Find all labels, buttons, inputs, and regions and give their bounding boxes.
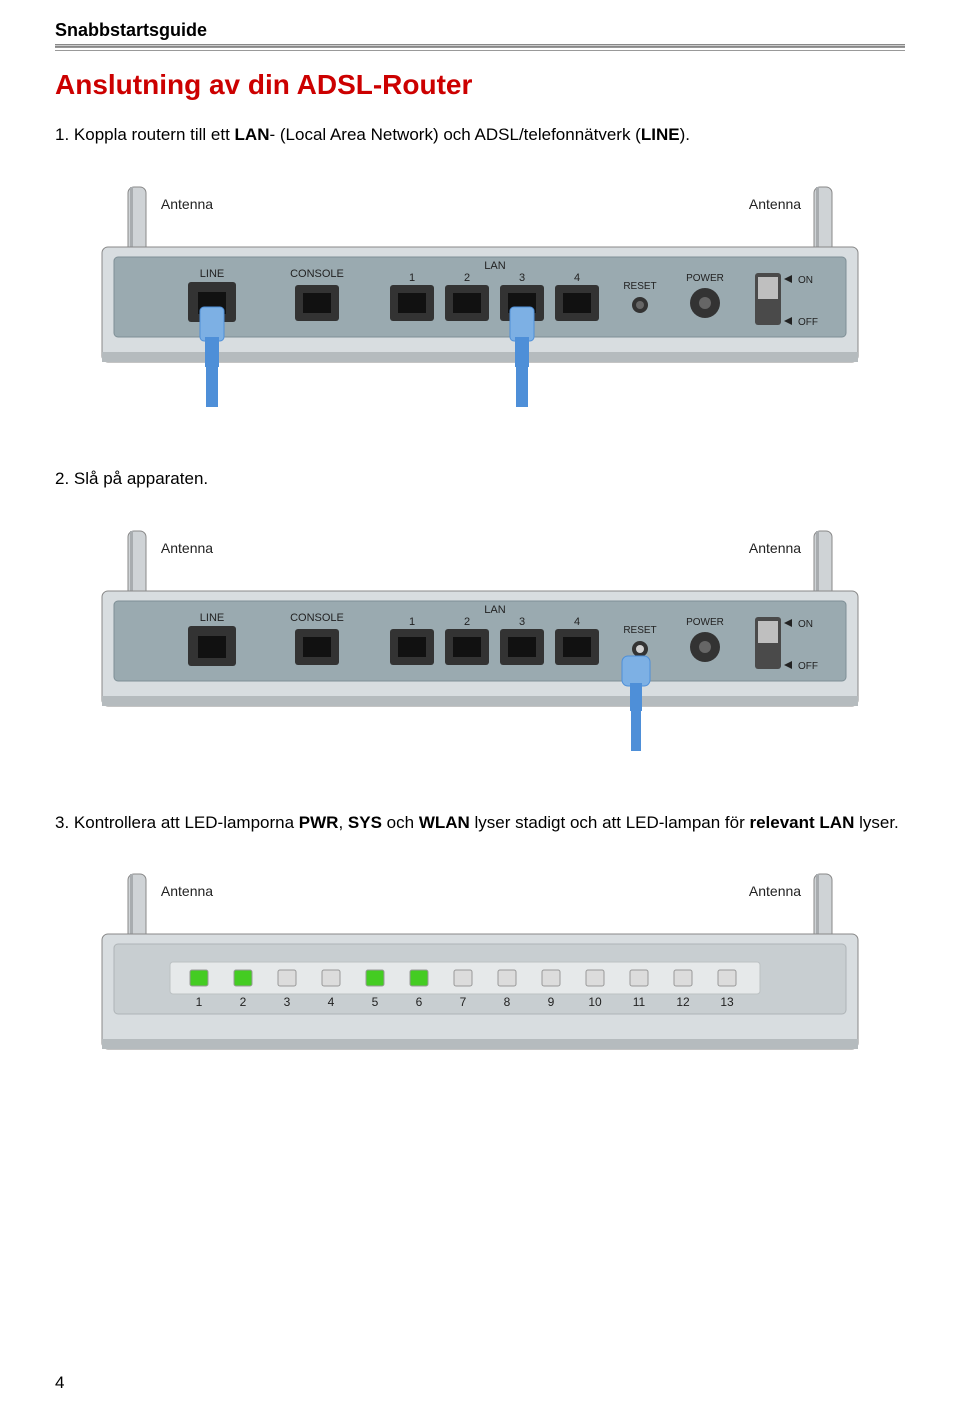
antenna-right-label-2: Antenna — [749, 540, 801, 556]
antenna-left-label-3: Antenna — [161, 883, 213, 899]
power-label-2: POWER — [686, 617, 724, 628]
led-indicator — [190, 970, 208, 986]
lan4-label: 4 — [574, 272, 580, 284]
reset-label-2: RESET — [623, 625, 656, 636]
off-label-2: OFF — [798, 661, 818, 672]
led-indicator — [278, 970, 296, 986]
console-label: CONSOLE — [290, 268, 344, 280]
router-rear-diagram-2: Antenna Antenna LINE CONSOLE LAN 1 2 3 4 — [70, 521, 890, 751]
figure-1: Antenna Antenna LINE CONSOLE LAN 1 2 3 — [55, 177, 905, 407]
line-label: LINE — [200, 268, 224, 280]
lan2-label-2: 2 — [464, 616, 470, 628]
lan3-label-2: 3 — [519, 616, 525, 628]
power-label: POWER — [686, 273, 724, 284]
antenna-right-label-3: Antenna — [749, 883, 801, 899]
led-number-label: 8 — [504, 995, 511, 1009]
step3-mid1: , — [338, 813, 347, 832]
step3-mid3: lyser stadigt och att LED-lampan för — [470, 813, 750, 832]
on-label: ON — [798, 275, 813, 286]
led-indicator — [586, 970, 604, 986]
led-indicator — [674, 970, 692, 986]
step3-prefix: 3. Kontrollera att LED-lamporna — [55, 813, 299, 832]
led-indicator — [498, 970, 516, 986]
step3-bold-sys: SYS — [348, 813, 382, 832]
step1-suffix: ). — [680, 125, 690, 144]
lan2-label: 2 — [464, 272, 470, 284]
step3-bold-pwr: PWR — [299, 813, 339, 832]
lan3-label: 3 — [519, 272, 525, 284]
led-number-label: 7 — [460, 995, 467, 1009]
lan-label-2: LAN — [484, 604, 505, 616]
led-number-label: 5 — [372, 995, 379, 1009]
reset-label: RESET — [623, 281, 656, 292]
led-number-label: 13 — [720, 995, 734, 1009]
step-1-text: 1. Koppla routern till ett LAN- (Local A… — [55, 123, 905, 147]
step3-bold-relevantlan: relevant LAN — [749, 813, 854, 832]
led-indicator — [322, 970, 340, 986]
step-2-text: 2. Slå på apparaten. — [55, 467, 905, 491]
step1-mid: - (Local Area Network) och ADSL/telefonn… — [270, 125, 641, 144]
led-number-label: 3 — [284, 995, 291, 1009]
page-number: 4 — [55, 1373, 64, 1393]
figure-3: Antenna Antenna 12345678910111213 — [55, 864, 905, 1064]
document-header: Snabbstartsguide — [55, 20, 905, 41]
led-indicator — [718, 970, 736, 986]
step1-bold-line: LINE — [641, 125, 680, 144]
led-number-label: 6 — [416, 995, 423, 1009]
led-indicator — [630, 970, 648, 986]
off-label: OFF — [798, 317, 818, 328]
on-label-2: ON — [798, 619, 813, 630]
lan4-label-2: 4 — [574, 616, 580, 628]
lan1-label: 1 — [409, 272, 415, 284]
lan1-label-2: 1 — [409, 616, 415, 628]
console-label-2: CONSOLE — [290, 612, 344, 624]
step3-suffix: lyser. — [854, 813, 898, 832]
led-number-label: 10 — [588, 995, 602, 1009]
led-indicator — [454, 970, 472, 986]
figure-2: Antenna Antenna LINE CONSOLE LAN 1 2 3 4 — [55, 521, 905, 751]
antenna-left-label-2: Antenna — [161, 540, 213, 556]
led-indicator — [366, 970, 384, 986]
line-label-2: LINE — [200, 612, 224, 624]
step3-bold-wlan: WLAN — [419, 813, 470, 832]
lan-label: LAN — [484, 260, 505, 272]
led-number-label: 9 — [548, 995, 555, 1009]
antenna-left-label: Antenna — [161, 196, 213, 212]
led-number-label: 1 — [196, 995, 203, 1009]
step1-bold-lan: LAN — [235, 125, 270, 144]
router-rear-diagram-1: Antenna Antenna LINE CONSOLE LAN 1 2 3 — [70, 177, 890, 407]
led-number-label: 2 — [240, 995, 247, 1009]
step1-prefix: 1. Koppla routern till ett — [55, 125, 235, 144]
router-front-diagram: Antenna Antenna 12345678910111213 — [70, 864, 890, 1064]
led-number-label: 4 — [328, 995, 335, 1009]
step3-mid2: och — [382, 813, 419, 832]
led-indicator — [234, 970, 252, 986]
led-number-label: 11 — [633, 995, 646, 1009]
led-indicator — [410, 970, 428, 986]
header-rule — [55, 44, 905, 48]
antenna-right-label: Antenna — [749, 196, 801, 212]
header-rule-2 — [55, 50, 905, 51]
page-title: Anslutning av din ADSL-Router — [55, 69, 905, 101]
led-number-label: 12 — [676, 995, 690, 1009]
led-indicator — [542, 970, 560, 986]
step-3-text: 3. Kontrollera att LED-lamporna PWR, SYS… — [55, 811, 905, 835]
